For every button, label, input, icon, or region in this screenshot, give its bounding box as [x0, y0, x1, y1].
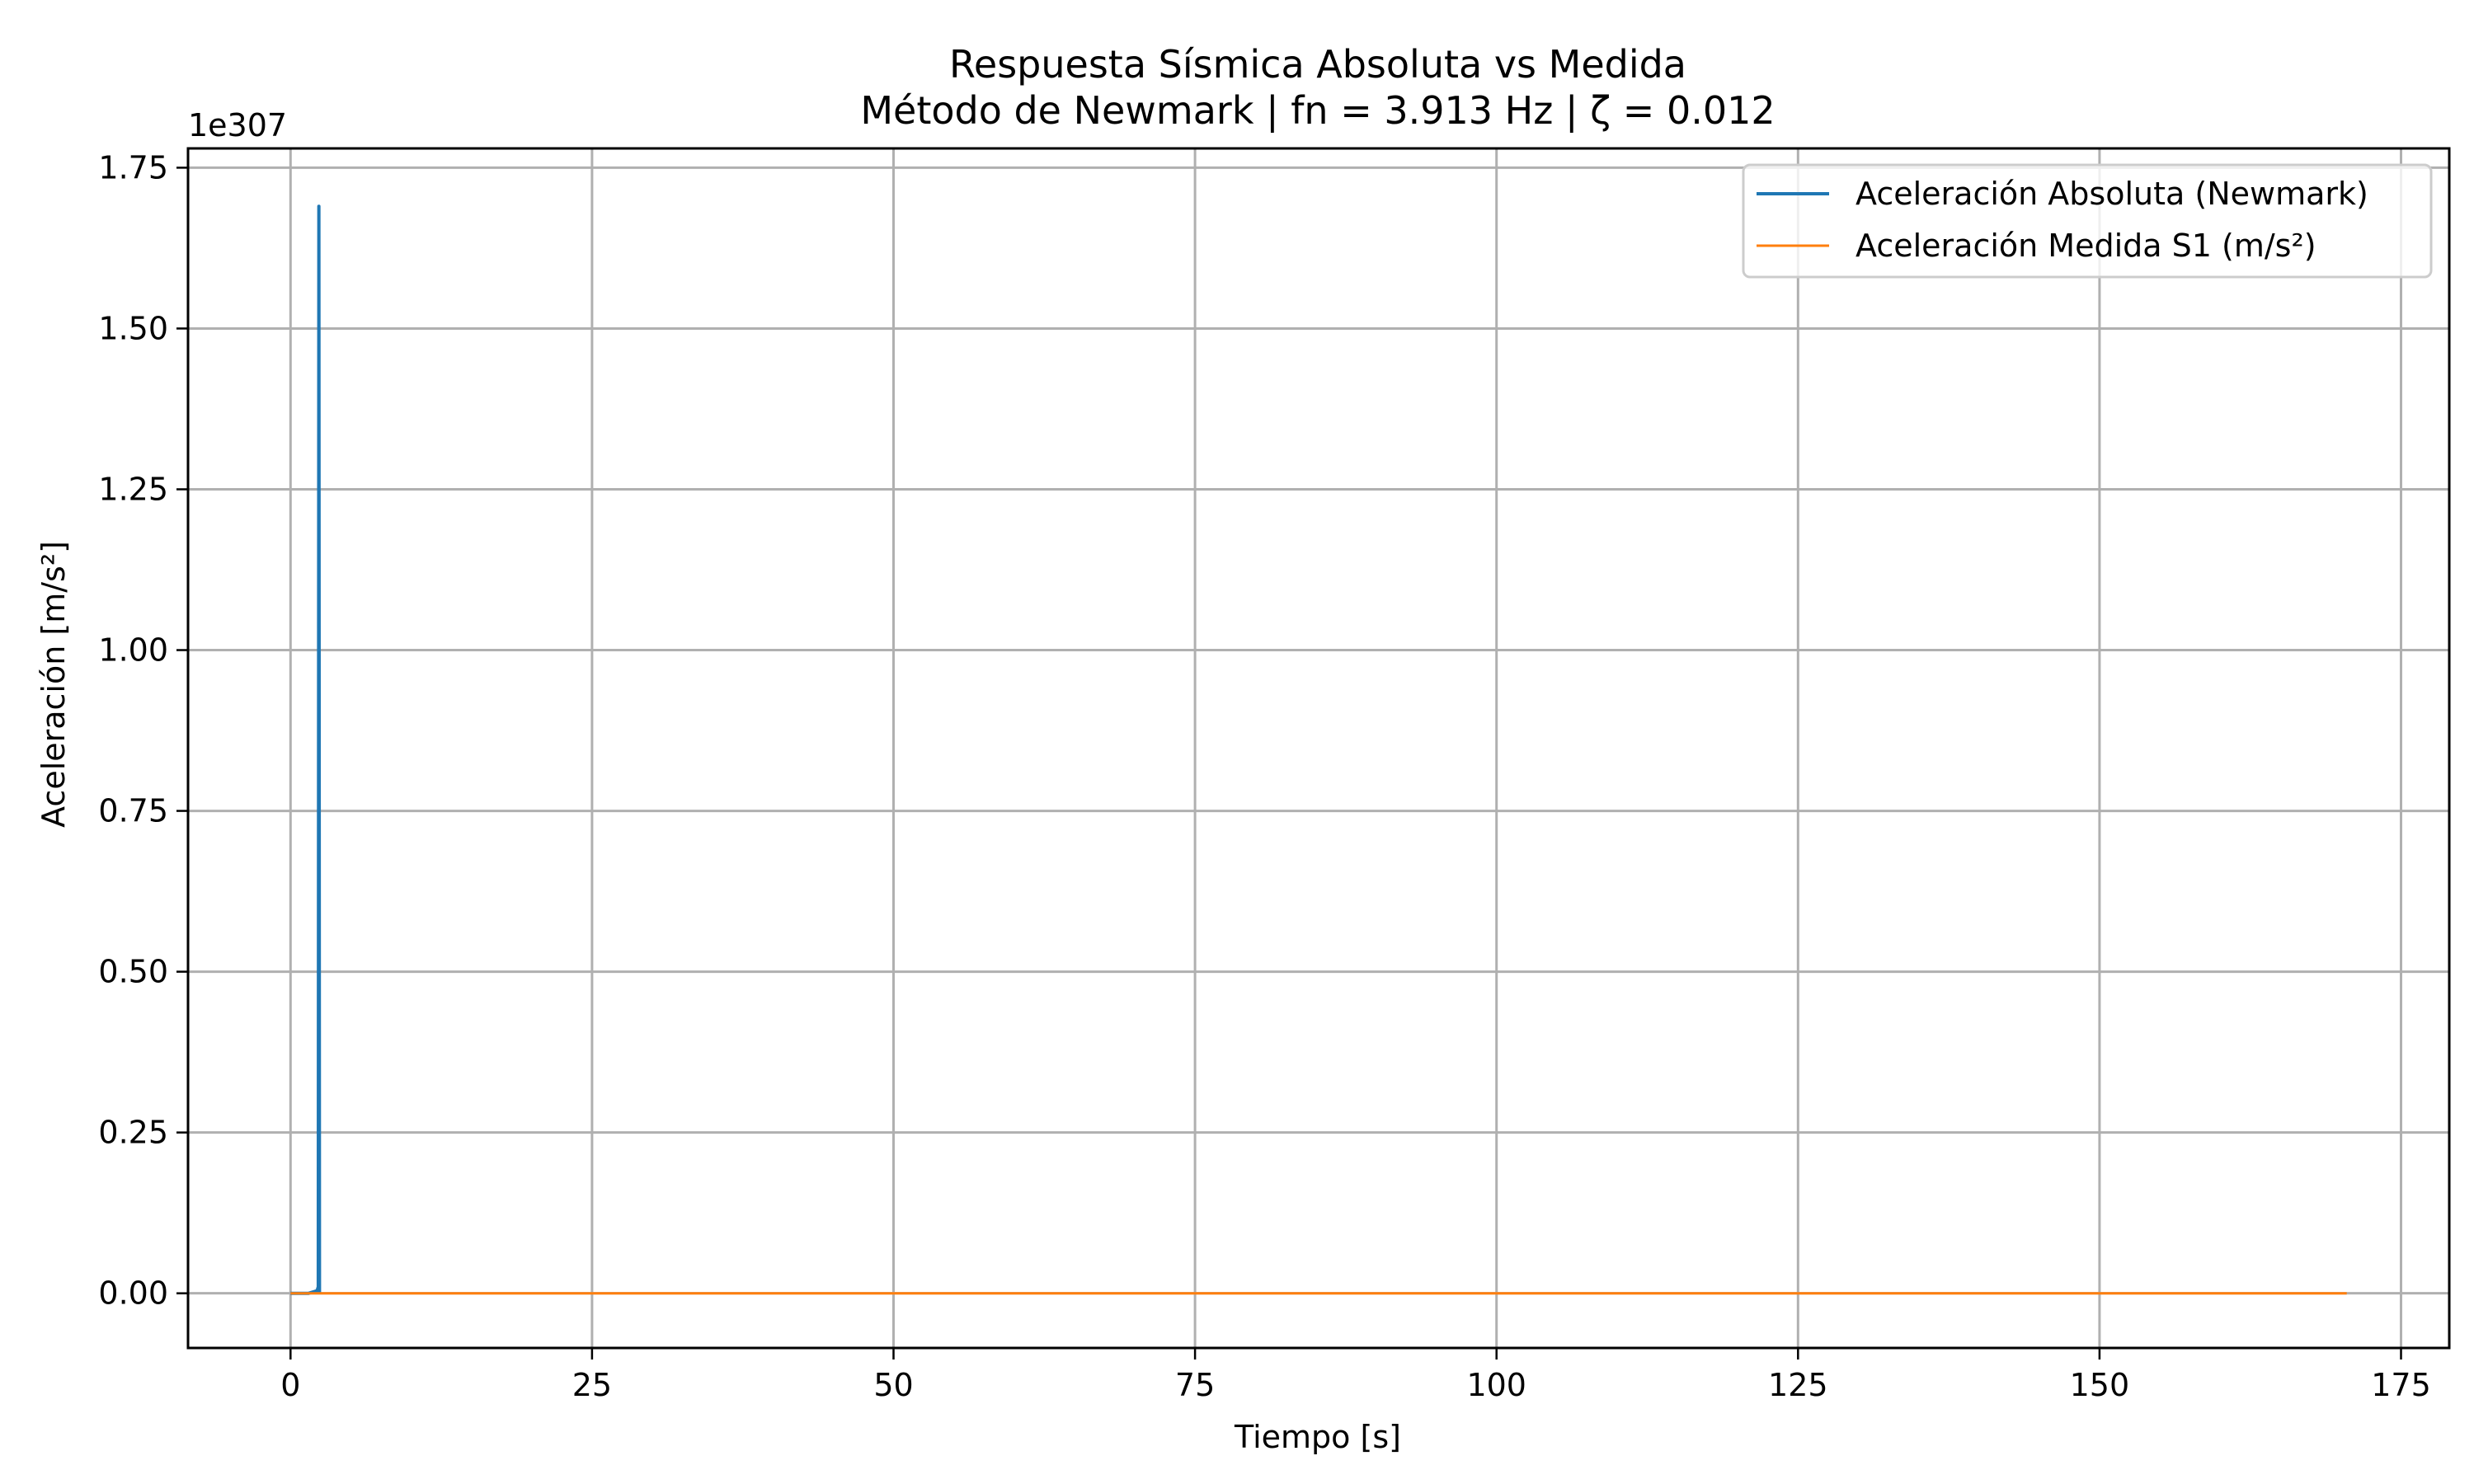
y-tick-label: 0.50 — [98, 954, 168, 990]
x-tick-label: 125 — [1768, 1367, 1828, 1403]
y-tick-label: 1.75 — [98, 149, 168, 186]
x-tick-label: 75 — [1175, 1367, 1215, 1403]
y-offset-text: 1e307 — [188, 107, 287, 143]
y-tick-label: 0.00 — [98, 1275, 168, 1312]
legend: Aceleración Absoluta (Newmark) Aceleraci… — [1742, 163, 2433, 279]
x-tick-label: 150 — [2070, 1367, 2130, 1403]
x-tick-label: 25 — [572, 1367, 612, 1403]
x-tick-label: 0 — [280, 1367, 300, 1403]
y-tick-label: 1.25 — [98, 471, 168, 507]
x-axis-label: Tiempo [s] — [1234, 1419, 1401, 1455]
y-axis-label: Aceleración [m/s²] — [35, 541, 72, 828]
chart-subtitle: Método de Newmark | fn = 3.913 Hz | ζ = … — [860, 88, 1775, 134]
plot-frame — [186, 147, 2451, 1350]
legend-label-newmark: Aceleración Absoluta (Newmark) — [1856, 176, 2368, 212]
y-tick-label: 0.25 — [98, 1115, 168, 1151]
legend-label-measured: Aceleración Medida S1 (m/s²) — [1856, 228, 2316, 264]
y-tick-label: 0.75 — [98, 793, 168, 829]
y-tick-label: 1.00 — [98, 632, 168, 669]
ticks-layer: 0 25 50 75 100 125 150 175 0.00 0.25 0.50 0.75 1.00 1… — [98, 149, 2430, 1403]
x-tick-label: 50 — [873, 1367, 913, 1403]
legend-box — [1742, 163, 2433, 279]
x-tick-label: 175 — [2371, 1367, 2431, 1403]
x-tick-label: 100 — [1466, 1367, 1526, 1403]
series-layer — [290, 204, 2347, 1295]
chart-title: Respuesta Sísmica Absoluta vs Medida — [949, 42, 1686, 87]
y-tick-label: 1.50 — [98, 310, 168, 346]
